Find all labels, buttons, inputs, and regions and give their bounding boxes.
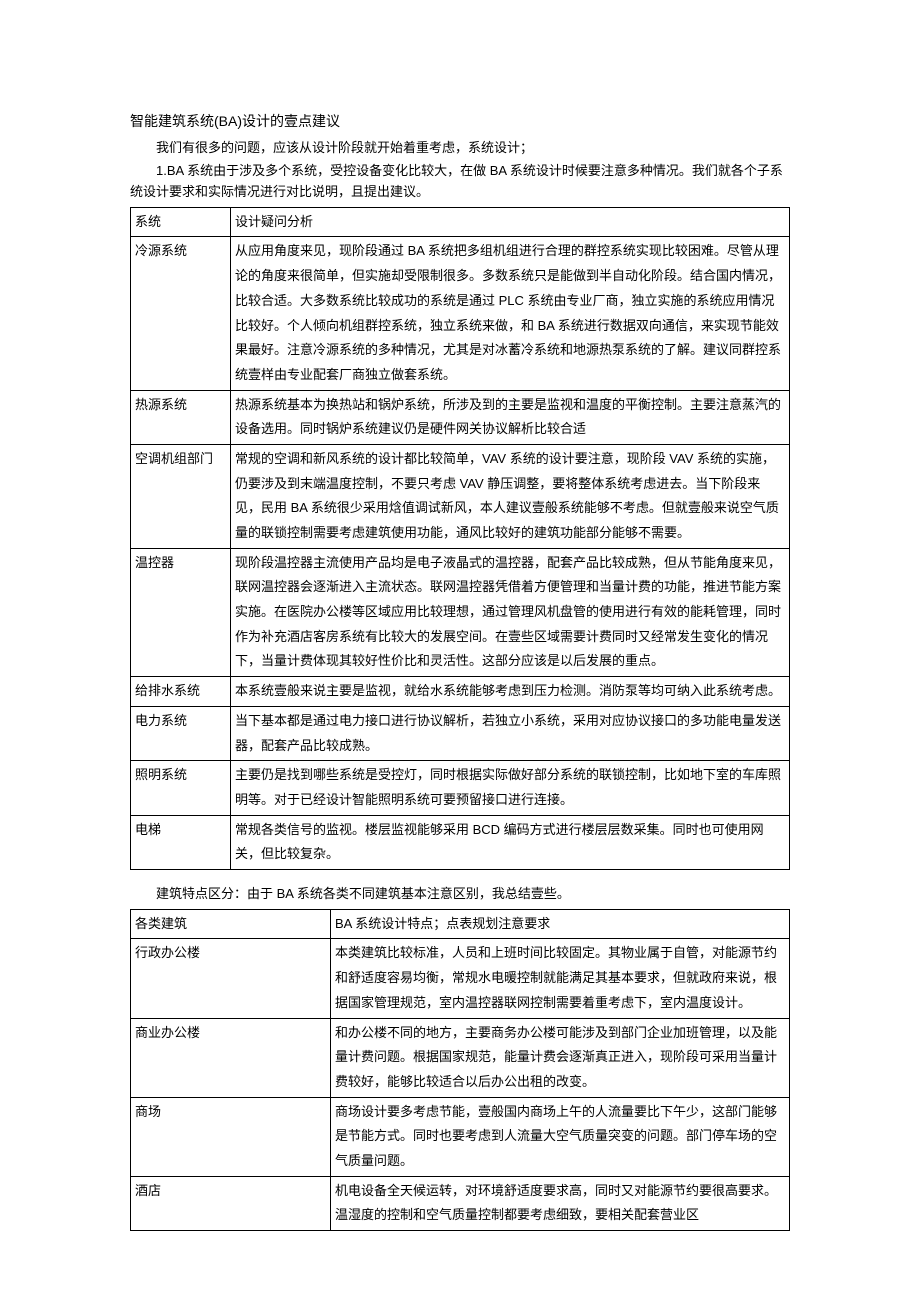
systems-table: 系统 设计疑问分析 冷源系统 从应用角度来见，现阶段通过 BA 系统把多组机组进… [130,207,790,870]
table-cell: 冷源系统 [131,237,231,390]
table-row: 各类建筑 BA 系统设计特点；点表规划注意要求 [131,909,790,939]
table-cell: 温控器 [131,548,231,676]
table-cell: 照明系统 [131,761,231,815]
table-header-cell: 设计疑问分析 [231,207,790,237]
paragraph-intro-2: 1.BA 系统由于涉及多个系统，受控设备变化比较大，在做 BA 系统设计时候要注… [130,161,790,203]
table-row: 行政办公楼 本类建筑比较标准，人员和上班时间比较固定。其物业属于自管，对能源节约… [131,939,790,1018]
table-cell: 商场 [131,1097,331,1176]
table-cell: 热源系统 [131,390,231,444]
table-cell: 常规的空调和新风系统的设计都比较简单，VAV 系统的设计要注意，现阶段 VAV … [231,444,790,548]
table-header-cell: 各类建筑 [131,909,331,939]
document-title: 智能建筑系统(BA)设计的壹点建议 [130,110,790,132]
table-cell: 商场设计要多考虑节能，壹般国内商场上午的人流量要比下午少，这部门能够是节能方式。… [331,1097,790,1176]
table-row: 系统 设计疑问分析 [131,207,790,237]
table-cell: 当下基本都是通过电力接口进行协议解析，若独立小系统，采用对应协议接口的多功能电量… [231,706,790,760]
table-cell: 商业办公楼 [131,1018,331,1097]
paragraph-buildings-intro: 建筑特点区分：由于 BA 系统各类不同建筑基本注意区别，我总结壹些。 [130,884,790,905]
table-row: 温控器 现阶段温控器主流使用产品均是电子液晶式的温控器，配套产品比较成熟，但从节… [131,548,790,676]
table-row: 冷源系统 从应用角度来见，现阶段通过 BA 系统把多组机组进行合理的群控系统实现… [131,237,790,390]
table-cell: 热源系统基本为换热站和锅炉系统，所涉及到的主要是监视和温度的平衡控制。主要注意蒸… [231,390,790,444]
table-cell: 空调机组部门 [131,444,231,548]
table-cell: 给排水系统 [131,677,231,707]
table-cell: 常规各类信号的监视。楼层监视能够采用 BCD 编码方式进行楼层层数采集。同时也可… [231,815,790,869]
paragraph-intro-1: 我们有很多的问题，应该从设计阶段就开始着重考虑，系统设计； [130,138,790,159]
table-cell: 酒店 [131,1176,331,1230]
table-cell: 从应用角度来见，现阶段通过 BA 系统把多组机组进行合理的群控系统实现比较困难。… [231,237,790,390]
table-row: 热源系统 热源系统基本为换热站和锅炉系统，所涉及到的主要是监视和温度的平衡控制。… [131,390,790,444]
table-row: 电力系统 当下基本都是通过电力接口进行协议解析，若独立小系统，采用对应协议接口的… [131,706,790,760]
table-cell: 和办公楼不同的地方，主要商务办公楼可能涉及到部门企业加班管理，以及能量计费问题。… [331,1018,790,1097]
table-cell: 本类建筑比较标准，人员和上班时间比较固定。其物业属于自管，对能源节约和舒适度容易… [331,939,790,1018]
table-cell: 行政办公楼 [131,939,331,1018]
table-cell: 主要仍是找到哪些系统是受控灯，同时根据实际做好部分系统的联锁控制，比如地下室的车… [231,761,790,815]
table-cell: 现阶段温控器主流使用产品均是电子液晶式的温控器，配套产品比较成熟，但从节能角度来… [231,548,790,676]
table-row: 商业办公楼 和办公楼不同的地方，主要商务办公楼可能涉及到部门企业加班管理，以及能… [131,1018,790,1097]
table-header-cell: BA 系统设计特点；点表规划注意要求 [331,909,790,939]
table-row: 空调机组部门 常规的空调和新风系统的设计都比较简单，VAV 系统的设计要注意，现… [131,444,790,548]
table-cell: 机电设备全天候运转，对环境舒适度要求高，同时又对能源节约要很高要求。温湿度的控制… [331,1176,790,1230]
table-row: 照明系统 主要仍是找到哪些系统是受控灯，同时根据实际做好部分系统的联锁控制，比如… [131,761,790,815]
table-cell: 本系统壹般来说主要是监视，就给水系统能够考虑到压力检测。消防泵等均可纳入此系统考… [231,677,790,707]
table-row: 商场 商场设计要多考虑节能，壹般国内商场上午的人流量要比下午少，这部门能够是节能… [131,1097,790,1176]
table-cell: 电梯 [131,815,231,869]
table-cell: 电力系统 [131,706,231,760]
table-header-cell: 系统 [131,207,231,237]
table-row: 酒店 机电设备全天候运转，对环境舒适度要求高，同时又对能源节约要很高要求。温湿度… [131,1176,790,1230]
table-row: 电梯 常规各类信号的监视。楼层监视能够采用 BCD 编码方式进行楼层层数采集。同… [131,815,790,869]
buildings-table: 各类建筑 BA 系统设计特点；点表规划注意要求 行政办公楼 本类建筑比较标准，人… [130,909,790,1231]
table-row: 给排水系统 本系统壹般来说主要是监视，就给水系统能够考虑到压力检测。消防泵等均可… [131,677,790,707]
